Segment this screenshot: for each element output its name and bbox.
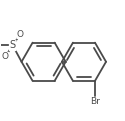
Text: Br: Br [90, 97, 100, 106]
Text: S: S [10, 40, 16, 50]
Text: O: O [2, 52, 9, 61]
Text: O: O [17, 30, 24, 38]
